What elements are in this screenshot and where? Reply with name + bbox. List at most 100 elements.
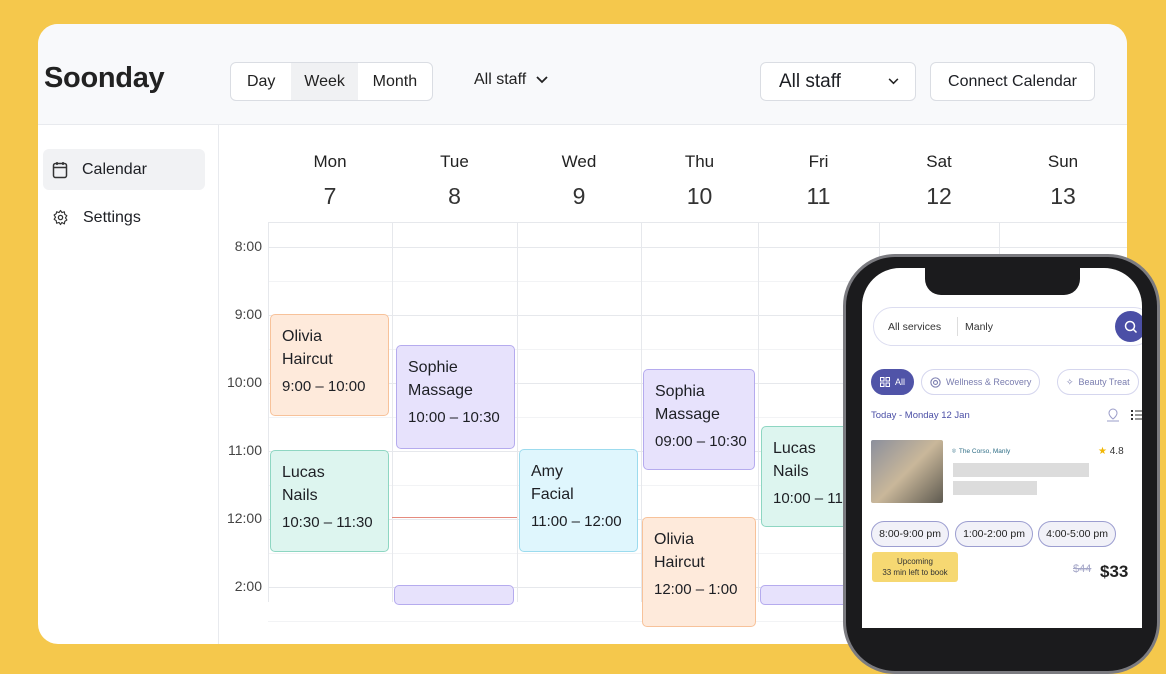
time-label: 11:00 — [228, 442, 262, 458]
sidebar-item-label: Calendar — [82, 160, 147, 178]
service-name: Nails — [773, 463, 809, 480]
service-name: Nails — [282, 487, 318, 504]
listing-location-text: The Corso, Manly — [958, 448, 1011, 455]
search-button[interactable] — [1115, 311, 1142, 342]
view-day-button[interactable]: Day — [246, 72, 276, 90]
chip-beauty[interactable]: ✧ Beauty Treat — [1057, 369, 1139, 395]
listing-image[interactable] — [871, 440, 943, 503]
client-name: Olivia — [654, 531, 695, 548]
chip-wellness[interactable]: Wellness & Recovery — [921, 369, 1041, 395]
price: $33 — [1100, 562, 1129, 581]
tooltip-title: Upcoming — [896, 557, 933, 566]
event-time: 10:00 – 10:30 — [408, 409, 500, 426]
day-column-line — [517, 222, 518, 602]
appointment-event[interactable]: Sophie Massage 10:00 – 10:30 — [396, 345, 515, 449]
appointment-event[interactable]: Sophia Massage 09:00 – 10:30 — [643, 369, 755, 470]
day-date: 12 — [926, 183, 952, 209]
time-label: 12:00 — [226, 510, 262, 526]
day-column-line — [758, 222, 759, 602]
upcoming-tooltip: Upcoming 33 min left to book — [872, 552, 958, 582]
day-date: 9 — [572, 183, 586, 209]
phone-notch — [925, 268, 1080, 295]
listing-location: ⌾ The Corso, Manly — [952, 448, 1010, 456]
app-title: Soonday — [44, 62, 165, 94]
chip-all[interactable]: All — [871, 369, 915, 395]
tooltip-text: 33 min left to book — [882, 568, 948, 577]
day-date: 8 — [448, 183, 461, 209]
phone-screen: All services Manly All Wellness & Recove… — [862, 268, 1142, 628]
grid-line — [268, 222, 1127, 223]
rating: ★ 4.8 — [1098, 446, 1124, 457]
connect-calendar-button[interactable]: Connect Calendar — [930, 62, 1095, 101]
time-slot[interactable]: 4:00-5:00 pm — [1038, 521, 1116, 547]
service-name: Massage — [408, 382, 473, 399]
sparkle-icon: ✧ — [1066, 376, 1074, 387]
current-time-line — [392, 517, 517, 518]
day-column-line — [641, 222, 642, 602]
appointment-event[interactable]: Lucas Nails 10:30 – 11:30 — [270, 450, 389, 552]
time-label: 10:00 — [226, 374, 262, 390]
day-header: Fri 11 — [758, 152, 879, 210]
staff-select-value: All staff — [779, 70, 841, 92]
service-name: Massage — [655, 406, 720, 423]
gear-icon — [53, 209, 68, 226]
location-field[interactable]: Manly — [965, 321, 994, 333]
client-name: Amy — [531, 463, 563, 480]
map-pin-icon[interactable] — [1106, 408, 1120, 422]
placeholder-bar — [953, 481, 1037, 495]
event-time: 9:00 – 10:00 — [282, 378, 366, 395]
half-hour-line — [268, 485, 1127, 486]
appointment-event[interactable]: Olivia Haircut 12:00 – 1:00 — [642, 517, 756, 627]
view-month-button[interactable]: Month — [372, 72, 418, 90]
pin-icon: ⌾ — [952, 448, 956, 455]
sidebar-item-settings[interactable]: Settings — [43, 197, 205, 238]
day-header: Sun 13 — [999, 152, 1127, 210]
search-bar[interactable]: All services Manly — [873, 307, 1142, 346]
chip-label: Wellness & Recovery — [946, 377, 1032, 387]
event-time: 12:00 – 1:00 — [654, 581, 738, 598]
lotus-icon — [930, 376, 941, 388]
day-column-line — [268, 222, 269, 602]
sidebar-divider — [218, 125, 219, 644]
client-name: Sophie — [408, 359, 458, 376]
event-time: 09:00 – 10:30 — [655, 433, 747, 450]
list-icon[interactable] — [1131, 409, 1142, 421]
header: Soonday Day Week Month All staff All sta… — [38, 24, 1127, 125]
staff-filter-dropdown[interactable]: All staff — [474, 71, 548, 89]
event-time: 10:30 – 11:30 — [282, 514, 373, 531]
date-label: Today - Monday 12 Jan — [871, 410, 970, 421]
appointment-event — [394, 585, 514, 605]
sidebar-item-label: Settings — [83, 208, 141, 226]
calendar-icon — [52, 161, 68, 178]
client-name: Lucas — [282, 464, 325, 481]
day-date: 13 — [1050, 183, 1076, 209]
placeholder-bar — [953, 463, 1089, 477]
time-label: 2:00 — [234, 578, 262, 594]
day-name: Fri — [808, 152, 829, 171]
time-slot[interactable]: 1:00-2:00 pm — [955, 521, 1033, 547]
service-field[interactable]: All services — [888, 321, 942, 333]
divider — [957, 317, 958, 336]
time-slot[interactable]: 8:00-9:00 pm — [871, 521, 949, 547]
star-icon: ★ — [1098, 446, 1107, 457]
chevron-down-icon — [536, 76, 548, 84]
view-week-button[interactable]: Week — [291, 63, 358, 100]
search-icon — [1124, 320, 1137, 333]
sidebar-item-calendar[interactable]: Calendar — [43, 149, 205, 190]
client-name: Lucas — [773, 440, 816, 457]
grid-icon — [880, 377, 890, 387]
appointment-event[interactable]: Olivia Haircut 9:00 – 10:00 — [270, 314, 389, 416]
day-header: Tue 8 — [392, 152, 517, 210]
event-time: 11:00 – 12:00 — [531, 513, 622, 530]
old-price: $44 — [1073, 563, 1092, 575]
hour-line — [268, 315, 1127, 316]
day-header: Mon 7 — [268, 152, 392, 210]
staff-select[interactable]: All staff — [760, 62, 916, 101]
day-header: Thu 10 — [641, 152, 758, 210]
day-name: Mon — [313, 152, 347, 171]
day-name: Sun — [1047, 152, 1079, 171]
day-column-line — [392, 222, 393, 602]
half-hour-line — [268, 349, 1127, 350]
appointment-event[interactable]: Amy Facial 11:00 – 12:00 — [519, 449, 638, 552]
day-date: 11 — [806, 183, 831, 209]
